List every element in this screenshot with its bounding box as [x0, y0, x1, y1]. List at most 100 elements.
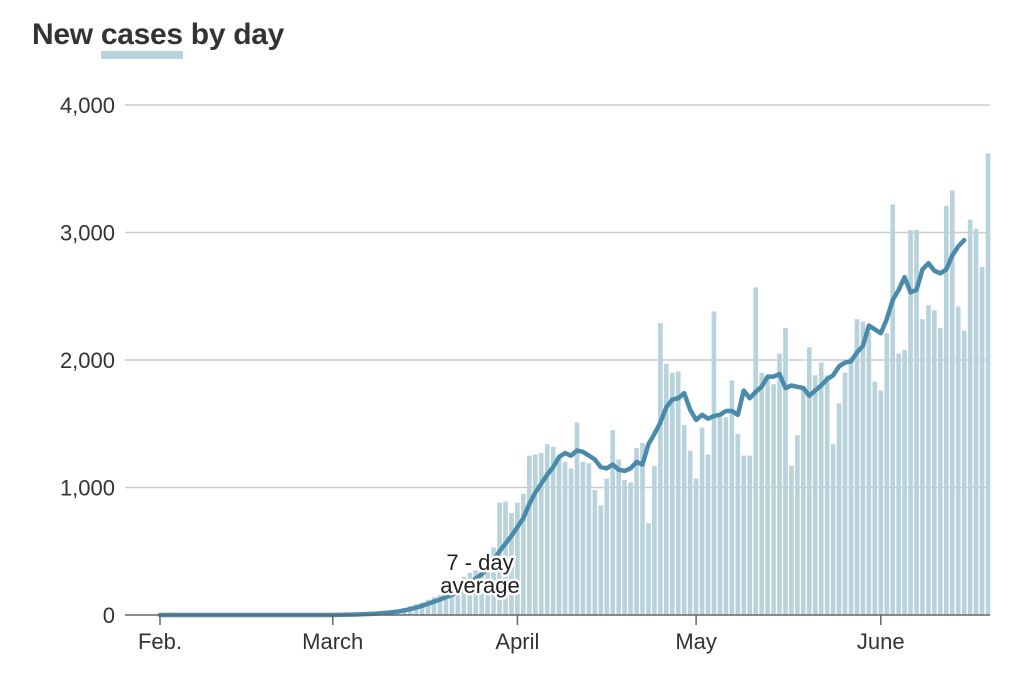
daily-bar: [866, 331, 872, 615]
daily-bar: [741, 455, 747, 615]
daily-bar: [449, 590, 455, 615]
daily-bar: [920, 319, 925, 615]
daily-bar: [914, 229, 919, 615]
daily-bar: [622, 479, 627, 615]
daily-bar: [759, 372, 764, 615]
daily-bar: [938, 328, 943, 615]
chart-title-text: New cases by day: [32, 18, 285, 59]
daily-bar: [616, 459, 621, 615]
x-tick-label: April: [495, 629, 539, 654]
daily-bar: [544, 444, 550, 615]
daily-bar: [699, 427, 705, 615]
daily-bar: [646, 523, 651, 615]
y-tick-label: 3,000: [60, 221, 115, 246]
daily-bar: [479, 561, 484, 615]
grid-lines: [125, 104, 990, 489]
daily-bar: [729, 380, 735, 615]
daily-bar: [949, 190, 955, 616]
average-annotation: 7 - day average: [438, 548, 523, 601]
daily-bar: [503, 501, 508, 615]
daily-bar: [473, 570, 479, 615]
daily-bar: [550, 446, 556, 615]
daily-bar: [485, 555, 490, 615]
y-axis-labels: 0 1,000 2,000 3,000 4,000: [60, 93, 115, 628]
daily-bars: [336, 153, 991, 616]
daily-bar: [860, 321, 866, 615]
daily-bar: [509, 513, 514, 615]
daily-bar: [777, 353, 782, 615]
y-tick-label: 0: [103, 603, 115, 628]
chart-title: New cases by day: [32, 18, 284, 68]
daily-bar: [652, 465, 657, 615]
daily-bar: [425, 599, 431, 615]
title-after: by day: [182, 18, 285, 51]
daily-bar: [568, 468, 574, 615]
daily-bar: [723, 417, 729, 615]
daily-bar: [836, 403, 842, 615]
annotation-line2: average: [440, 573, 520, 598]
daily-bar: [747, 455, 753, 615]
daily-bar: [515, 502, 520, 615]
daily-bar: [884, 333, 890, 615]
daily-bar: [795, 435, 800, 615]
daily-bar: [628, 482, 633, 615]
title-highlight: cases: [100, 18, 183, 59]
daily-bar: [604, 478, 610, 615]
daily-bar: [801, 388, 806, 615]
daily-bar: [521, 493, 526, 615]
daily-bar: [675, 371, 681, 615]
title-highlight-word: cases: [100, 18, 183, 51]
daily-bar: [765, 376, 770, 615]
daily-bar: [878, 390, 884, 615]
x-tick-label: Feb.: [138, 629, 182, 654]
daily-bar: [753, 287, 759, 615]
daily-bar: [538, 453, 544, 615]
annotation-line1: 7 - day: [446, 550, 513, 575]
daily-bar: [419, 602, 425, 615]
daily-bar: [532, 454, 538, 615]
daily-bar: [979, 266, 985, 615]
daily-bar: [902, 349, 907, 615]
daily-bar: [527, 455, 532, 615]
daily-bar: [556, 458, 562, 615]
daily-bar: [872, 381, 878, 615]
daily-bar: [711, 311, 717, 615]
daily-bar: [926, 305, 931, 615]
daily-bar: [681, 425, 687, 615]
daily-bar: [848, 357, 854, 615]
daily-bar: [812, 375, 818, 615]
daily-bar: [455, 584, 461, 615]
daily-bar: [461, 576, 467, 615]
daily-bar: [717, 417, 723, 615]
daily-bar: [467, 572, 473, 615]
x-axis: Feb. March April May June: [125, 614, 990, 654]
y-tick-label: 1,000: [60, 476, 115, 501]
daily-bar: [932, 310, 937, 615]
daily-bar: [669, 372, 675, 615]
daily-bar: [562, 462, 568, 615]
daily-bar: [592, 490, 598, 615]
daily-bar: [431, 597, 437, 615]
daily-bar: [687, 450, 693, 615]
daily-bar: [497, 502, 502, 615]
daily-bar: [806, 347, 812, 615]
x-tick-label: June: [857, 629, 905, 654]
daily-bar: [664, 363, 669, 615]
daily-bar: [610, 430, 616, 615]
daily-bar: [854, 319, 860, 615]
daily-bar: [961, 330, 967, 615]
daily-bar: [890, 204, 896, 615]
daily-bar: [443, 593, 449, 615]
daily-bar: [658, 323, 663, 615]
daily-bar: [705, 454, 711, 615]
daily-bar: [955, 306, 961, 615]
daily-bar: [586, 463, 592, 615]
daily-bar: [908, 229, 913, 615]
daily-bar: [830, 444, 836, 615]
x-tick-label: May: [675, 629, 717, 654]
daily-bar: [842, 372, 848, 615]
daily-bar: [580, 462, 586, 615]
daily-bar: [693, 478, 699, 615]
daily-bar: [771, 384, 776, 615]
